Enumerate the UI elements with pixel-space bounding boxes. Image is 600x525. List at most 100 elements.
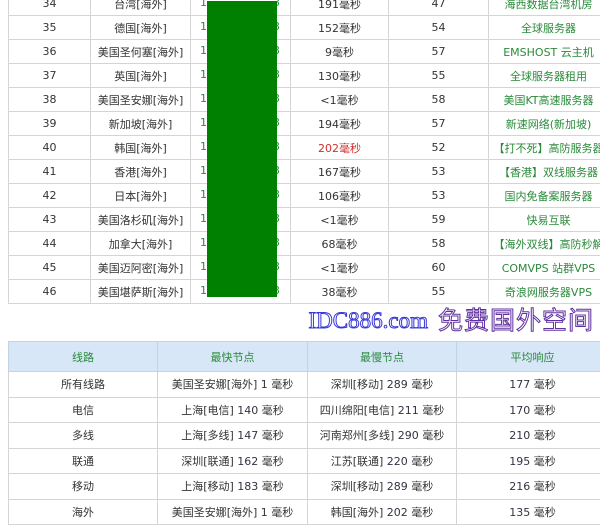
response-time: 167毫秒 (291, 160, 389, 184)
response-time: <1毫秒 (291, 256, 389, 280)
unit: 毫秒 (262, 429, 284, 442)
unit: 毫秒 (411, 378, 433, 391)
location: 新加坡[海外] (91, 112, 191, 136)
slowest-node: 四川绵阳[电信] 211 毫秒 (308, 397, 457, 423)
location: 美国圣何塞[海外] (91, 40, 191, 64)
sponsor-link[interactable]: 全球服务器 (489, 16, 600, 40)
summary-row: 海外 美国圣安娜[海外] 1 毫秒 韩国[海外] 202 毫秒 135 毫秒 (9, 499, 600, 525)
sponsor-link[interactable]: 全球服务器租用 (489, 64, 600, 88)
ip-start: 1 (200, 116, 207, 129)
summary-row: 联通 深圳[联通] 162 毫秒 江苏[联通] 220 毫秒 195 毫秒 (9, 448, 600, 474)
line-name: 电信 (9, 397, 158, 423)
response-time: <1毫秒 (291, 208, 389, 232)
table-row: 35 德国[海外] 13 152毫秒 54 全球服务器 (9, 16, 600, 40)
fastest-node: 上海[移动] 183 毫秒 (158, 474, 308, 500)
slow-node-name: 江苏[联通] (331, 455, 384, 468)
response-time: 38毫秒 (291, 280, 389, 304)
ip-start: 1 (200, 284, 207, 297)
row-number: 45 (9, 256, 91, 280)
slow-node-name: 河南郑州[多线] (320, 429, 395, 442)
sponsor-link[interactable]: COMVPS 站群VPS (489, 256, 600, 280)
unit: 毫秒 (422, 429, 444, 442)
response-time: 152毫秒 (291, 16, 389, 40)
row-number: 44 (9, 232, 91, 256)
sponsor-link[interactable]: 新速网络(新加坡) (489, 112, 600, 136)
slowest-node: 江苏[联通] 220 毫秒 (308, 448, 457, 474)
ip-start: 1 (200, 0, 207, 9)
fastest-node: 美国圣安娜[海外] 1 毫秒 (158, 499, 308, 525)
fast-ms: 147 (237, 429, 258, 442)
summary-row: 所有线路 美国圣安娜[海外] 1 毫秒 深圳[移动] 289 毫秒 177 毫秒 (9, 372, 600, 398)
row-number: 46 (9, 280, 91, 304)
response-time: 68毫秒 (291, 232, 389, 256)
avg-ms: 177 (509, 378, 530, 391)
table-row: 34 台湾[海外] 13 191毫秒 47 海西数据台湾机房 (9, 0, 600, 16)
ttl: 59 (389, 208, 489, 232)
unit: 毫秒 (534, 378, 556, 391)
ip-start: 1 (200, 188, 207, 201)
slowest-node: 深圳[移动] 289 毫秒 (308, 474, 457, 500)
ip-start: 1 (200, 92, 207, 105)
ttl: 52 (389, 136, 489, 160)
fastest-node: 美国圣安娜[海外] 1 毫秒 (158, 372, 308, 398)
slow-ms: 220 (387, 455, 408, 468)
slow-ms: 289 (387, 378, 408, 391)
average-response: 135 毫秒 (457, 499, 600, 525)
unit: 毫秒 (262, 480, 284, 493)
unit: 毫秒 (411, 455, 433, 468)
avg-ms: 170 (509, 404, 530, 417)
summary-row: 电信 上海[电信] 140 毫秒 四川绵阳[电信] 211 毫秒 170 毫秒 (9, 397, 600, 423)
ttl: 53 (389, 160, 489, 184)
fast-node-name: 上海[移动] (181, 480, 234, 493)
table-row: 37 英国[海外] 13 130毫秒 55 全球服务器租用 (9, 64, 600, 88)
ttl: 58 (389, 88, 489, 112)
sponsor-link[interactable]: 海西数据台湾机房 (489, 0, 600, 16)
ip-start: 1 (200, 68, 207, 81)
unit: 毫秒 (534, 455, 556, 468)
sponsor-link[interactable]: 【香港】双线服务器 (489, 160, 600, 184)
table-row: 40 韩国[海外] 13 202毫秒 52 【打不死】高防服务器 (9, 136, 600, 160)
sponsor-link[interactable]: 【海外双线】高防秒解 (489, 232, 600, 256)
location: 美国堪萨斯[海外] (91, 280, 191, 304)
fast-ms: 162 (237, 455, 258, 468)
sponsor-link[interactable]: 快易互联 (489, 208, 600, 232)
row-number: 36 (9, 40, 91, 64)
row-number: 37 (9, 64, 91, 88)
header-line: 线路 (9, 342, 158, 372)
average-response: 216 毫秒 (457, 474, 600, 500)
sponsor-link[interactable]: EMSHOST 云主机 (489, 40, 600, 64)
table-row: 36 美国圣何塞[海外] 13 9毫秒 57 EMSHOST 云主机 (9, 40, 600, 64)
location: 德国[海外] (91, 16, 191, 40)
location: 美国圣安娜[海外] (91, 88, 191, 112)
summary-row: 多线 上海[多线] 147 毫秒 河南郑州[多线] 290 毫秒 210 毫秒 (9, 423, 600, 449)
table-row: 42 日本[海外] 13 106毫秒 53 国内免备案服务器 (9, 184, 600, 208)
slowest-node: 河南郑州[多线] 290 毫秒 (308, 423, 457, 449)
slow-node-name: 四川绵阳[电信] (320, 404, 395, 417)
fastest-node: 上海[电信] 140 毫秒 (158, 397, 308, 423)
ttl: 60 (389, 256, 489, 280)
sponsor-link[interactable]: 【打不死】高防服务器 (489, 136, 600, 160)
fast-node-name: 上海[电信] (181, 404, 234, 417)
slow-node-name: 深圳[移动] (331, 378, 384, 391)
summary-row: 移动 上海[移动] 183 毫秒 深圳[移动] 289 毫秒 216 毫秒 (9, 474, 600, 500)
sponsor-link[interactable]: 美国KT高速服务器 (489, 88, 600, 112)
response-time: 106毫秒 (291, 184, 389, 208)
row-number: 39 (9, 112, 91, 136)
ttl: 57 (389, 40, 489, 64)
line-name: 联通 (9, 448, 158, 474)
sponsor-link[interactable]: 奇浪网服务器VPS (489, 280, 600, 304)
unit: 毫秒 (262, 455, 284, 468)
location: 加拿大[海外] (91, 232, 191, 256)
ip-start: 1 (200, 20, 207, 33)
table-row: 43 美国洛杉矶[海外] 13 <1毫秒 59 快易互联 (9, 208, 600, 232)
slowest-node: 韩国[海外] 202 毫秒 (308, 499, 457, 525)
row-number: 42 (9, 184, 91, 208)
sponsor-link[interactable]: 国内免备案服务器 (489, 184, 600, 208)
fast-ms: 1 (261, 378, 268, 391)
unit: 毫秒 (534, 404, 556, 417)
slow-ms: 290 (398, 429, 419, 442)
response-time: 194毫秒 (291, 112, 389, 136)
unit: 毫秒 (422, 404, 444, 417)
response-time: 9毫秒 (291, 40, 389, 64)
